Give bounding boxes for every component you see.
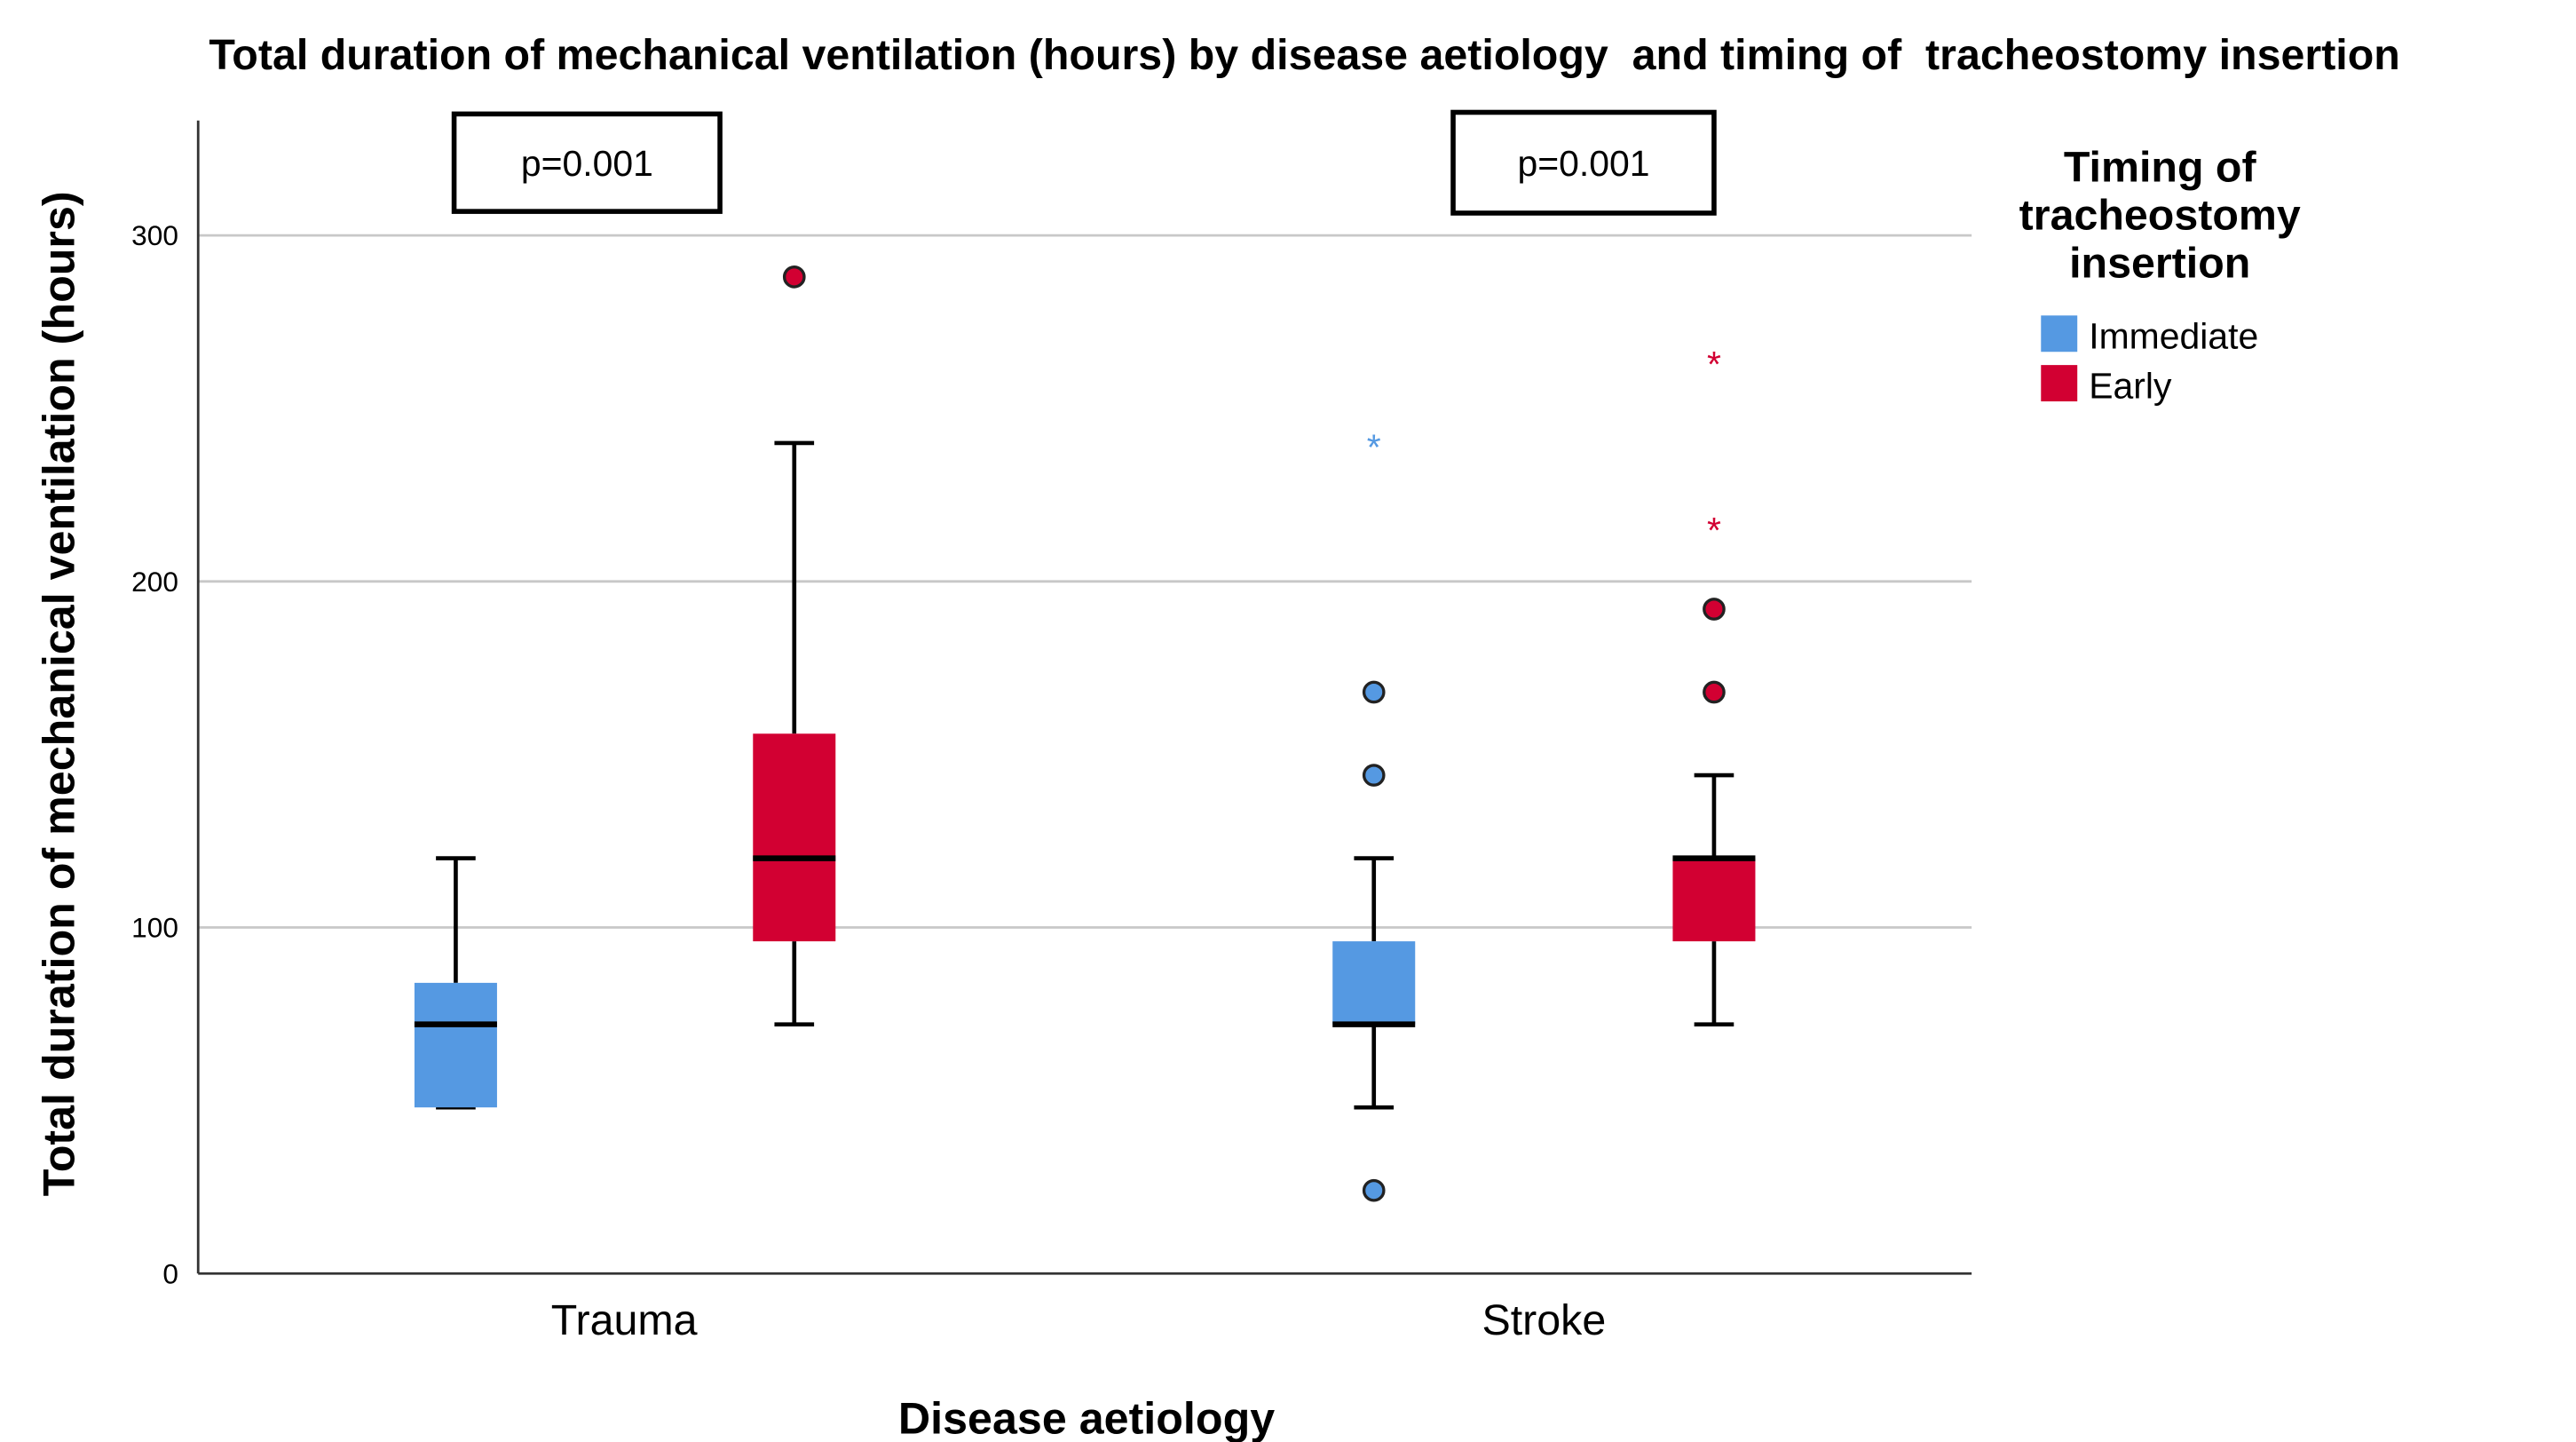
extreme-point-star: * — [1367, 427, 1381, 468]
outlier-point — [1703, 598, 1726, 621]
iqr-box — [1332, 941, 1416, 1025]
x-tick-label: Trauma — [551, 1296, 698, 1344]
extreme-point-star: * — [1707, 510, 1721, 551]
iqr-box — [414, 982, 497, 1108]
outlier-point — [1362, 764, 1386, 787]
box-early-stroke: ** — [1672, 344, 1756, 1026]
chart-title: Total duration of mechanical ventilation… — [209, 31, 2399, 79]
p-value-box — [1450, 109, 1717, 216]
outlier-point — [782, 265, 806, 289]
outlier-point — [1703, 680, 1726, 704]
iqr-box — [753, 733, 836, 942]
gridlines — [198, 234, 1972, 929]
p-value-label: p=0.001 — [521, 143, 653, 184]
legend-title: insertion — [2069, 240, 2250, 288]
y-tick-labels: 0 100 200 300 — [131, 219, 178, 1289]
box-early-trauma — [753, 265, 836, 1026]
x-tick-label: Stroke — [1482, 1296, 1606, 1344]
y-tick-label: 300 — [131, 219, 178, 251]
legend-label: Immediate — [2089, 316, 2258, 357]
p-value-label: p=0.001 — [1517, 143, 1649, 184]
boxes: *** — [414, 265, 1756, 1202]
x-tick-labels: Trauma Stroke — [551, 1296, 1606, 1344]
y-axis-label: Total duration of mechanical ventilation… — [35, 191, 84, 1196]
x-axis-label: Disease aetiology — [898, 1394, 1275, 1442]
legend-title: Timing of — [2064, 144, 2257, 192]
y-tick-label: 0 — [162, 1257, 178, 1289]
legend-label: Early — [2089, 365, 2172, 406]
legend-swatch-early — [2041, 365, 2078, 402]
extreme-point-star: * — [1707, 344, 1721, 384]
p-value-box — [451, 111, 723, 214]
box-immediate-stroke: * — [1332, 427, 1416, 1202]
iqr-box — [1672, 858, 1756, 942]
legend-title: tracheostomy — [2019, 192, 2301, 240]
p-value-annotations: p=0.001 p=0.001 — [451, 109, 1717, 216]
legend-swatch-immediate — [2041, 315, 2078, 353]
y-tick-label: 200 — [131, 566, 178, 598]
y-tick-label: 100 — [131, 912, 178, 944]
outlier-point — [1362, 680, 1386, 704]
box-immediate-trauma — [414, 856, 497, 1110]
outlier-point — [1362, 1178, 1386, 1202]
